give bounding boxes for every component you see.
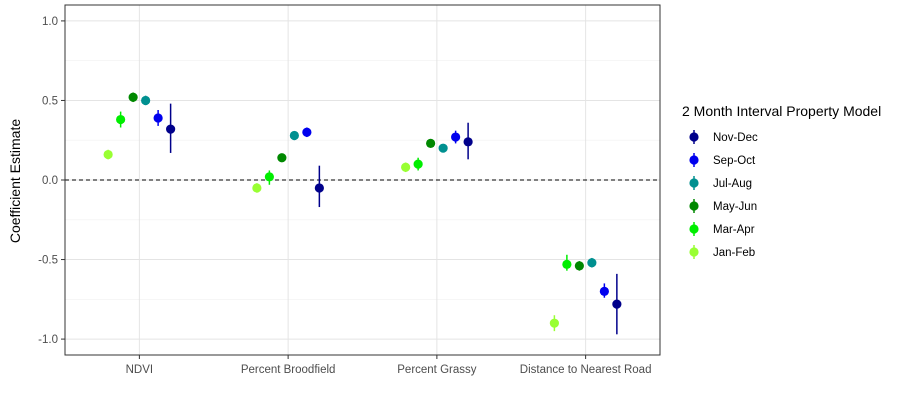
legend-item: Sep-Oct bbox=[689, 153, 756, 167]
data-point bbox=[141, 95, 151, 106]
data-point bbox=[264, 172, 274, 182]
y-tick-label: -0.5 bbox=[38, 255, 58, 267]
legend-key-point bbox=[689, 247, 699, 257]
legend-label: Jan-Feb bbox=[713, 247, 755, 259]
legend-label: Sep-Oct bbox=[713, 155, 756, 167]
plot-data bbox=[103, 92, 622, 335]
data-point bbox=[116, 114, 126, 125]
legend-item: Jan-Feb bbox=[689, 245, 755, 259]
data-point bbox=[103, 149, 113, 160]
data-point bbox=[314, 183, 324, 193]
data-point bbox=[438, 143, 448, 153]
legend-item: Jul-Aug bbox=[689, 176, 752, 190]
x-tick-label: Percent Broodfield bbox=[241, 364, 336, 376]
legend-key-point bbox=[689, 155, 699, 165]
y-tick-label: 0.5 bbox=[42, 95, 58, 107]
legend-item: May-Jun bbox=[689, 199, 757, 213]
legend-item: Mar-Apr bbox=[689, 222, 755, 236]
data-point bbox=[128, 92, 138, 102]
data-point bbox=[302, 127, 312, 137]
legend-key-point bbox=[689, 178, 699, 188]
series-sep-oct bbox=[153, 110, 609, 298]
data-point bbox=[166, 124, 176, 134]
y-tick-label: 1.0 bbox=[42, 16, 58, 28]
series-may-jun bbox=[128, 92, 584, 271]
legend-key-point bbox=[689, 132, 699, 142]
data-point bbox=[426, 138, 436, 149]
x-tick-label: Distance to Nearest Road bbox=[520, 364, 652, 376]
data-point bbox=[153, 113, 163, 123]
legend-label: May-Jun bbox=[713, 201, 757, 213]
data-point bbox=[562, 259, 572, 269]
data-point bbox=[277, 153, 287, 163]
legend-title: 2 Month Interval Property Model bbox=[682, 103, 881, 119]
legend-label: Nov-Dec bbox=[713, 132, 758, 144]
legend: 2 Month Interval Property Model Nov-Dec S… bbox=[682, 103, 881, 259]
plot-panel bbox=[65, 5, 660, 355]
data-point bbox=[549, 318, 559, 328]
data-point bbox=[599, 286, 609, 296]
data-point bbox=[252, 183, 262, 193]
data-point bbox=[413, 159, 423, 169]
data-point bbox=[451, 132, 461, 142]
y-tick-label: 0.0 bbox=[42, 175, 58, 187]
data-point bbox=[289, 130, 299, 141]
series-nov-dec bbox=[166, 103, 622, 335]
data-point bbox=[612, 299, 622, 309]
legend-key-point bbox=[689, 224, 699, 234]
legend-label: Jul-Aug bbox=[713, 178, 752, 190]
y-axis-title: Coefficient Estimate bbox=[7, 119, 23, 243]
data-point bbox=[587, 258, 597, 268]
x-tick-label: NDVI bbox=[126, 364, 153, 376]
legend-item: Nov-Dec bbox=[689, 130, 758, 144]
series-mar-apr bbox=[116, 111, 572, 271]
series-jul-aug bbox=[141, 95, 597, 268]
data-point bbox=[401, 162, 411, 172]
data-point bbox=[463, 137, 473, 147]
plot-axes: -1.0 -0.5 0.0 0.5 1.0 NDVI Percent Broodfield P… bbox=[38, 4, 661, 376]
series-jan-feb bbox=[103, 149, 559, 332]
x-tick-label: Percent Grassy bbox=[397, 364, 476, 376]
legend-label: Mar-Apr bbox=[713, 224, 755, 236]
y-tick-label: -1.0 bbox=[38, 334, 58, 346]
legend-key-point bbox=[689, 201, 699, 211]
data-point bbox=[574, 261, 584, 271]
